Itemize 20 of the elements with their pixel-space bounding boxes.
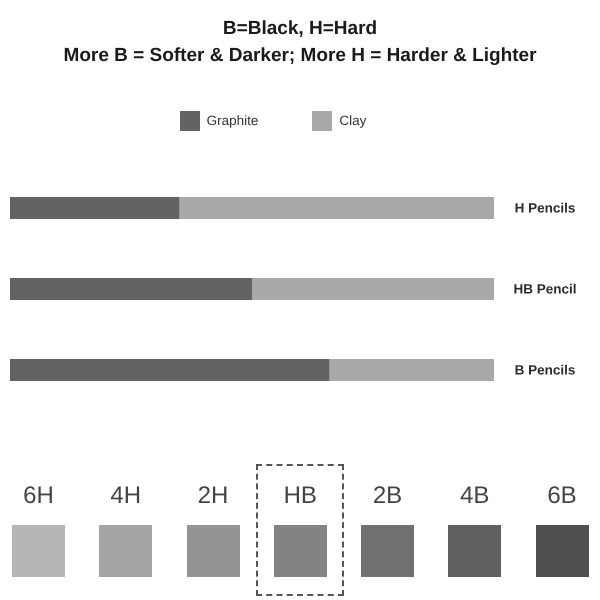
text: 4H [109, 482, 142, 510]
bar [252, 278, 494, 300]
bar [179, 197, 494, 219]
chart-title: B=Black, H=Hard [222, 17, 378, 41]
text: 6H [22, 482, 55, 510]
text: 6B [546, 482, 578, 510]
bar [10, 278, 252, 300]
bar [329, 359, 494, 381]
text: 2B [372, 482, 404, 510]
bar [10, 197, 180, 219]
legend-label: Graphite [206, 112, 258, 128]
legend-label: Clay [339, 112, 366, 128]
text: 4B [459, 482, 490, 510]
bar [10, 359, 330, 381]
y-tick-label: HB Pencil [513, 282, 577, 296]
chart-subtitle: More B = Softer & Darker; More H = Harder & Lighter [62, 44, 538, 68]
y-tick-label: B Pencils [514, 362, 576, 378]
y-tick-label: H Pencils [514, 200, 576, 216]
text: HB [282, 482, 318, 510]
text: 2H [196, 482, 230, 510]
